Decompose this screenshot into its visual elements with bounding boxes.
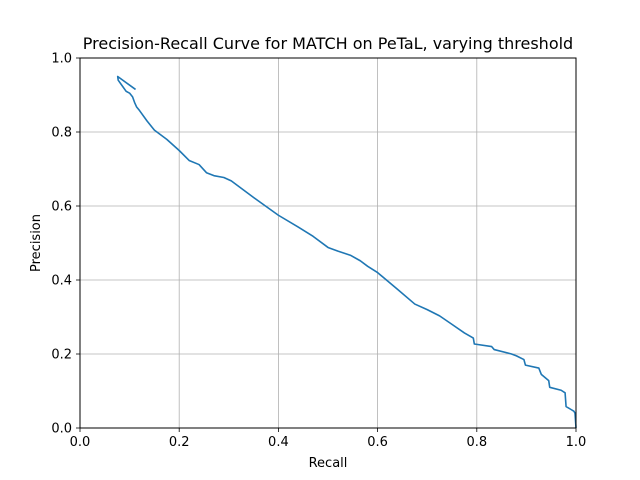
- y-tick-label: 1.0: [51, 52, 72, 67]
- x-axis-ticks: 0.0 0.2 0.4 0.6 0.8 1.0: [70, 428, 587, 450]
- x-axis-label: Recall: [309, 456, 348, 471]
- y-tick-label: 0.4: [51, 274, 72, 289]
- x-tick-label: 0.2: [169, 435, 190, 450]
- y-tick-label: 0.0: [51, 422, 72, 437]
- y-axis-ticks: 0.0 0.2 0.4 0.6 0.8 1.0: [51, 52, 80, 437]
- y-tick-label: 0.8: [51, 126, 72, 141]
- plot-frame: [79, 57, 577, 429]
- x-tick-label: 0.6: [367, 435, 388, 450]
- series-line-0: [116, 75, 577, 429]
- y-tick-label: 0.2: [51, 348, 72, 363]
- y-axis-label: Precision: [29, 214, 44, 272]
- x-tick-label: 0.8: [466, 435, 487, 450]
- x-tick-label: 0.4: [268, 435, 289, 450]
- plot-series: [116, 75, 577, 429]
- x-tick-label: 1.0: [566, 435, 587, 450]
- x-tick-label: 0.0: [70, 435, 91, 450]
- y-tick-label: 0.6: [51, 200, 72, 215]
- chart-title: Precision-Recall Curve for MATCH on PeTa…: [83, 34, 573, 53]
